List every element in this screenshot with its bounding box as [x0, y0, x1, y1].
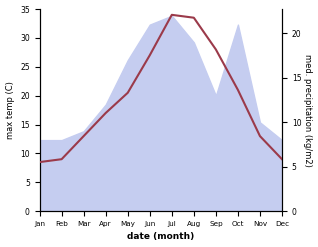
Y-axis label: max temp (C): max temp (C) [5, 81, 15, 139]
Y-axis label: med. precipitation (kg/m2): med. precipitation (kg/m2) [303, 54, 313, 166]
X-axis label: date (month): date (month) [127, 232, 194, 242]
